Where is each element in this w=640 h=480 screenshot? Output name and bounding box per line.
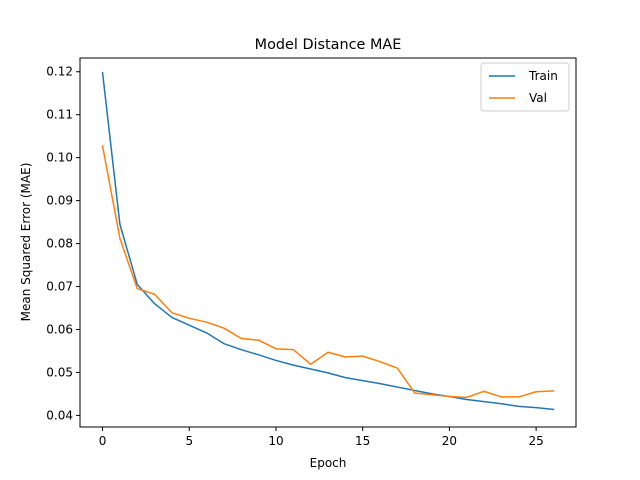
plot-lines (101, 71, 555, 411)
x-tick-label: 5 (185, 434, 193, 448)
x-tick-label: 10 (268, 434, 283, 448)
y-tick-label: 0.11 (46, 108, 73, 122)
x-tick-label: 20 (442, 434, 457, 448)
legend-label: Val (529, 91, 547, 105)
y-tick-label: 0.07 (46, 280, 73, 294)
plot-frame (79, 57, 577, 428)
y-tick-label: 0.05 (46, 365, 73, 379)
chart-title: Model Distance MAE (255, 37, 402, 53)
x-tick-label: 0 (99, 434, 107, 448)
legend: Train Val (480, 62, 570, 112)
y-tick-label: 0.08 (46, 237, 73, 251)
legend-box (480, 62, 570, 112)
y-axis: 0.04 0.05 0.06 0.07 0.08 0.09 0.10 0.11 0.12 (46, 65, 80, 422)
x-tick-label: 15 (355, 434, 370, 448)
y-axis-label: Mean Squared Error (MAE) (19, 163, 33, 322)
x-axis: 0 5 10 15 20 25 (99, 427, 544, 448)
series-line-val (101, 145, 555, 399)
series-line-train (101, 71, 555, 411)
y-tick-label: 0.04 (46, 408, 73, 422)
y-tick-label: 0.09 (46, 194, 73, 208)
y-tick-label: 0.06 (46, 322, 73, 336)
y-tick-label: 0.12 (46, 65, 73, 79)
legend-label: Train (528, 69, 558, 83)
y-tick-label: 0.10 (46, 151, 73, 165)
x-tick-label: 25 (528, 434, 543, 448)
x-axis-label: Epoch (310, 456, 347, 470)
